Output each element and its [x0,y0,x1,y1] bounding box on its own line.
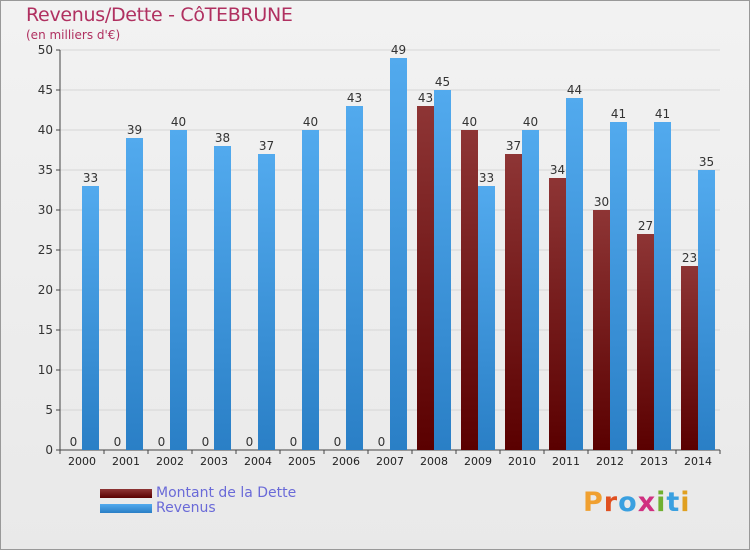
x-tick-label: 2006 [332,455,360,468]
revenue-value-label: 41 [655,107,670,121]
debt-bar [681,266,698,450]
y-tick-label: 25 [38,243,53,257]
x-tick-label: 2009 [464,455,492,468]
revenue-value-label: 40 [303,115,318,129]
debt-value-label: 27 [638,219,653,233]
revenue-value-label: 41 [611,107,626,121]
debt-value-label: 0 [114,435,122,449]
revenue-bar [170,130,187,450]
axes: 0 5 10 15 20 25 30 35 40 45 50 2000 2001 2002 2003 2004… [38,43,721,468]
x-tick-label: 2004 [244,455,272,468]
debt-bar [637,234,654,450]
y-tick-label: 35 [38,163,53,177]
debt-value-label: 0 [202,435,210,449]
revenue-value-label: 45 [435,75,450,89]
legend-label-revenue: Revenus [156,500,216,516]
revenue-bar [390,58,407,450]
revenue-value-label: 38 [215,131,230,145]
y-tick-label: 30 [38,203,53,217]
debt-bar [549,178,566,450]
debt-bar [505,154,522,450]
revenue-value-label: 44 [567,83,582,97]
x-tick-label: 2001 [112,455,140,468]
logo-letter: x [637,487,657,518]
data-labels: 0330390400380370400430494345403337403444… [70,43,714,449]
bars [65,58,715,451]
debt-value-label: 43 [418,91,433,105]
debt-value-label: 0 [158,435,166,449]
revenue-bar [610,122,627,450]
x-tick-label: 2000 [68,455,96,468]
x-tick-label: 2012 [596,455,624,468]
revenue-bar [302,130,319,450]
logo-letter: i [680,487,691,518]
x-tick-label: 2008 [420,455,448,468]
revenue-value-label: 33 [83,171,98,185]
legend-label-debt: Montant de la Dette [156,485,297,501]
revenue-value-label: 37 [259,139,274,153]
debt-value-label: 0 [334,435,342,449]
x-tick-label: 2005 [288,455,316,468]
y-tick-label: 50 [38,43,53,57]
chart-title: Revenus/Dette - CôTEBRUNE [26,4,293,26]
debt-bar [461,130,478,450]
revenue-bar [346,106,363,450]
logo-letter: t [666,487,681,518]
revenue-value-label: 33 [479,171,494,185]
debt-bar [593,210,610,450]
x-tick-label: 2010 [508,455,536,468]
y-tick-label: 20 [38,283,53,297]
y-tick-label: 5 [45,403,53,417]
revenue-bar [654,122,671,450]
chart-subtitle: (en milliers d'€) [26,28,121,42]
revenue-value-label: 35 [699,155,714,169]
revenue-bar [434,90,451,450]
x-tick-label: 2014 [684,455,712,468]
y-tick-label: 15 [38,323,53,337]
x-tick-label: 2007 [376,455,404,468]
revenue-value-label: 40 [523,115,538,129]
logo-letter: o [618,487,638,518]
revenue-value-label: 39 [127,123,142,137]
debt-value-label: 23 [682,251,697,265]
revenue-bar [214,146,231,450]
logo-letter: P [583,487,604,518]
revenue-value-label: 49 [391,43,406,57]
debt-value-label: 37 [506,139,521,153]
revenue-bar [258,154,275,450]
x-tick-label: 2011 [552,455,580,468]
debt-value-label: 0 [246,435,254,449]
legend-swatch-revenue [100,504,152,513]
revenue-bar [126,138,143,450]
x-tick-label: 2002 [156,455,184,468]
revenue-value-label: 43 [347,91,362,105]
debt-value-label: 34 [550,163,565,177]
debt-value-label: 0 [70,435,78,449]
y-tick-label: 0 [45,443,53,457]
x-tick-label: 2013 [640,455,668,468]
debt-value-label: 0 [290,435,298,449]
legend-swatch-debt [100,489,152,498]
revenue-bar [698,170,715,450]
y-tick-label: 40 [38,123,53,137]
proxiti-logo: Proxiti [583,487,691,518]
debt-value-label: 40 [462,115,477,129]
logo-letter: r [603,487,619,518]
revenue-value-label: 40 [171,115,186,129]
revenue-bar [478,186,495,450]
x-tick-label: 2003 [200,455,228,468]
y-tick-label: 45 [38,83,53,97]
revenue-bar [566,98,583,450]
debt-value-label: 0 [378,435,386,449]
debt-value-label: 30 [594,195,609,209]
logo-letter: i [656,487,667,518]
y-tick-label: 10 [38,363,53,377]
revenue-bar [82,186,99,450]
revenue-bar [522,130,539,450]
debt-bar [417,106,434,450]
